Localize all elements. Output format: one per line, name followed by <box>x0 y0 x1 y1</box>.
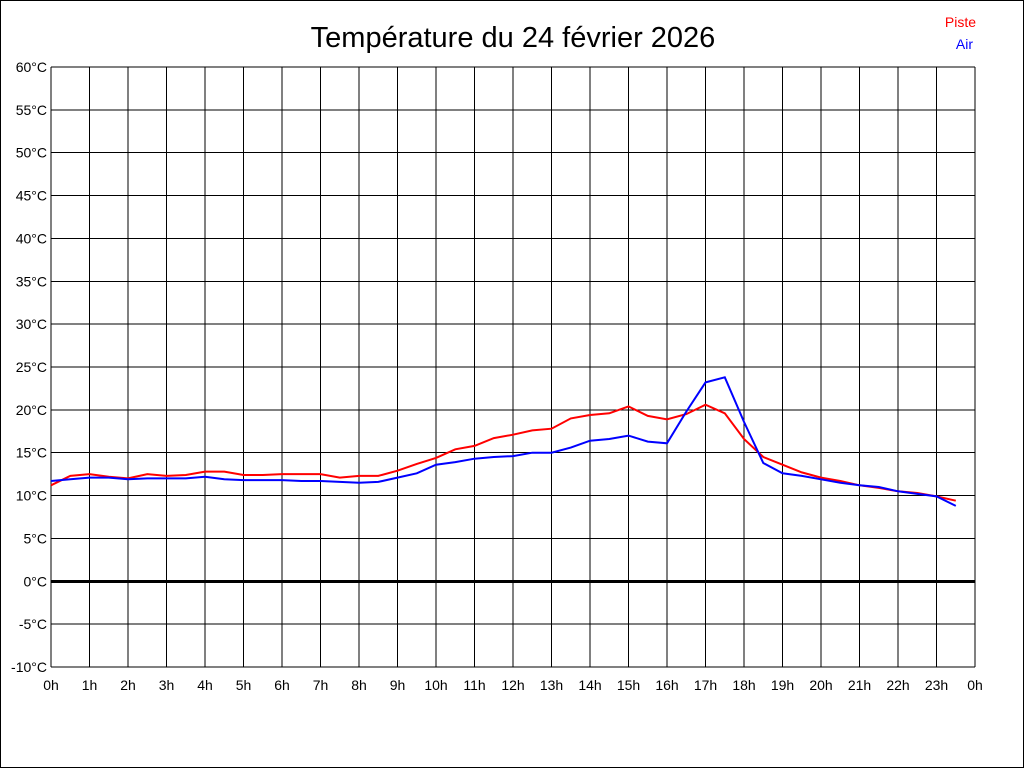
x-tick-label: 8h <box>351 677 367 693</box>
x-tick-label: 0h <box>967 677 983 693</box>
chart-title: Température du 24 février 2026 <box>311 22 716 54</box>
y-tick-label: 30°C <box>16 316 47 332</box>
x-tick-label: 11h <box>463 677 485 693</box>
x-tick-label: 14h <box>578 677 601 693</box>
x-tick-label: 17h <box>694 677 717 693</box>
x-tick-label: 12h <box>501 677 524 693</box>
y-tick-label: 20°C <box>16 402 47 418</box>
y-tick-label: 50°C <box>16 145 47 161</box>
x-tick-label: 20h <box>809 677 832 693</box>
y-tick-label: 25°C <box>16 359 47 375</box>
legend-air: Air <box>956 36 973 52</box>
y-tick-label: 35°C <box>16 273 47 289</box>
y-tick-label: 60°C <box>16 59 47 75</box>
legend-piste: Piste <box>945 14 976 30</box>
y-tick-label: 40°C <box>16 230 47 246</box>
x-tick-label: 7h <box>313 677 329 693</box>
x-tick-label: 16h <box>655 677 678 693</box>
x-tick-label: 18h <box>732 677 755 693</box>
x-tick-label: 22h <box>886 677 909 693</box>
y-tick-label: 5°C <box>24 530 48 546</box>
x-tick-label: 9h <box>390 677 406 693</box>
series-line-air <box>50 376 957 507</box>
x-tick-label: 5h <box>236 677 252 693</box>
x-tick-label: 23h <box>925 677 948 693</box>
x-tick-label: 15h <box>617 677 640 693</box>
series-line-piste <box>50 403 957 502</box>
x-tick-label: 0h <box>43 677 59 693</box>
x-tick-label: 4h <box>197 677 213 693</box>
y-tick-label: 45°C <box>16 188 47 204</box>
x-tick-label: 1h <box>82 677 98 693</box>
x-tick-label: 21h <box>848 677 871 693</box>
y-tick-label: -5°C <box>19 616 47 632</box>
x-tick-label: 3h <box>159 677 175 693</box>
x-tick-label: 10h <box>424 677 447 693</box>
x-tick-label: 6h <box>274 677 290 693</box>
y-tick-label: -10°C <box>11 659 47 675</box>
y-tick-label: 55°C <box>16 102 47 118</box>
y-tick-label: 0°C <box>24 573 48 589</box>
y-tick-label: 15°C <box>16 445 47 461</box>
y-tick-label: 10°C <box>16 488 47 504</box>
x-tick-label: 19h <box>771 677 794 693</box>
x-tick-label: 2h <box>120 677 136 693</box>
x-tick-label: 13h <box>540 677 563 693</box>
